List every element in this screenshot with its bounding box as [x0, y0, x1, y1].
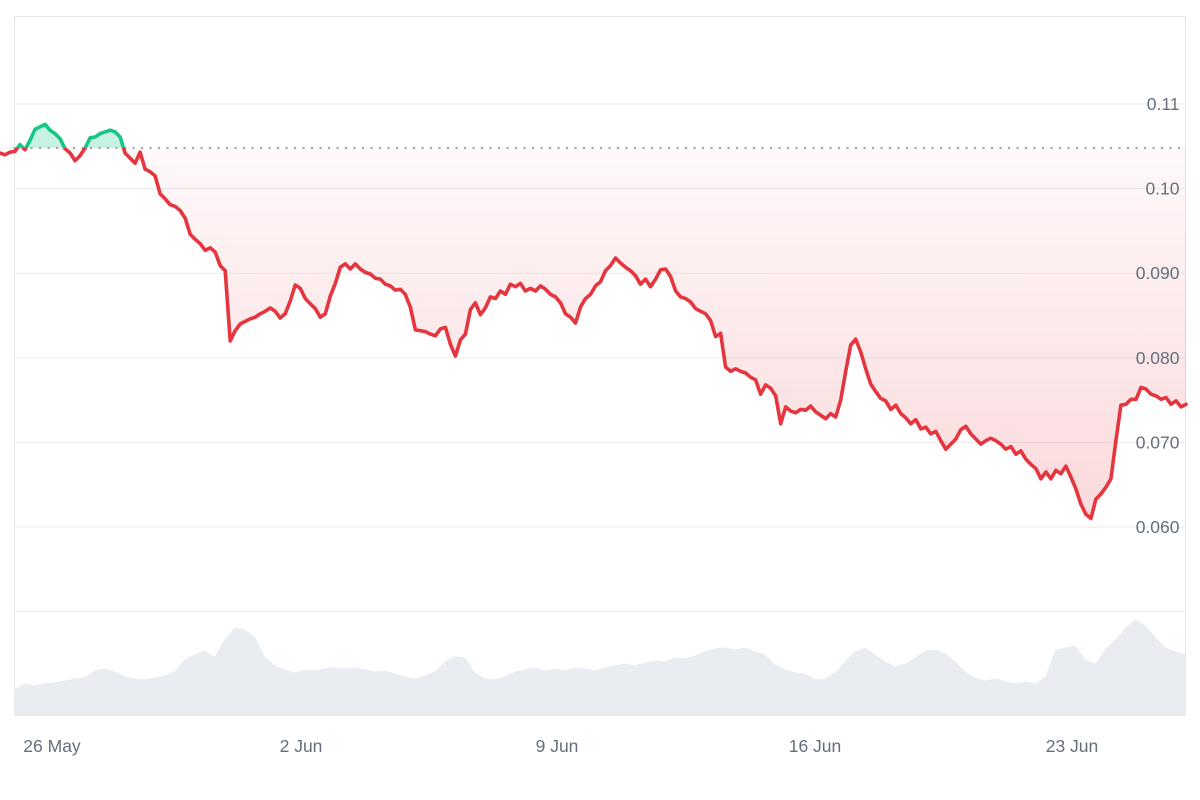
x-axis-tick-label: 2 Jun [280, 736, 323, 756]
y-axis-tick-label: 0.10 [1145, 179, 1179, 199]
y-axis-tick-label: 0.070 [1136, 432, 1180, 452]
x-axis-tick-label: 26 May [23, 736, 81, 756]
price-line-down-segment [0, 147, 1188, 521]
y-axis-tick-label: 0.090 [1136, 263, 1180, 283]
y-axis-tick-label: 0.080 [1136, 348, 1180, 368]
x-axis-tick-label: 23 Jun [1046, 736, 1099, 756]
price-area-below-baseline [0, 147, 1186, 519]
y-axis-tick-label: 0.11 [1147, 94, 1180, 114]
volume-area [14, 619, 1186, 716]
price-area-above-baseline [17, 124, 124, 148]
x-axis-tick-label: 16 Jun [789, 736, 842, 756]
x-axis-tick-label: 9 Jun [536, 736, 579, 756]
y-axis-tick-label: 0.060 [1136, 517, 1180, 537]
